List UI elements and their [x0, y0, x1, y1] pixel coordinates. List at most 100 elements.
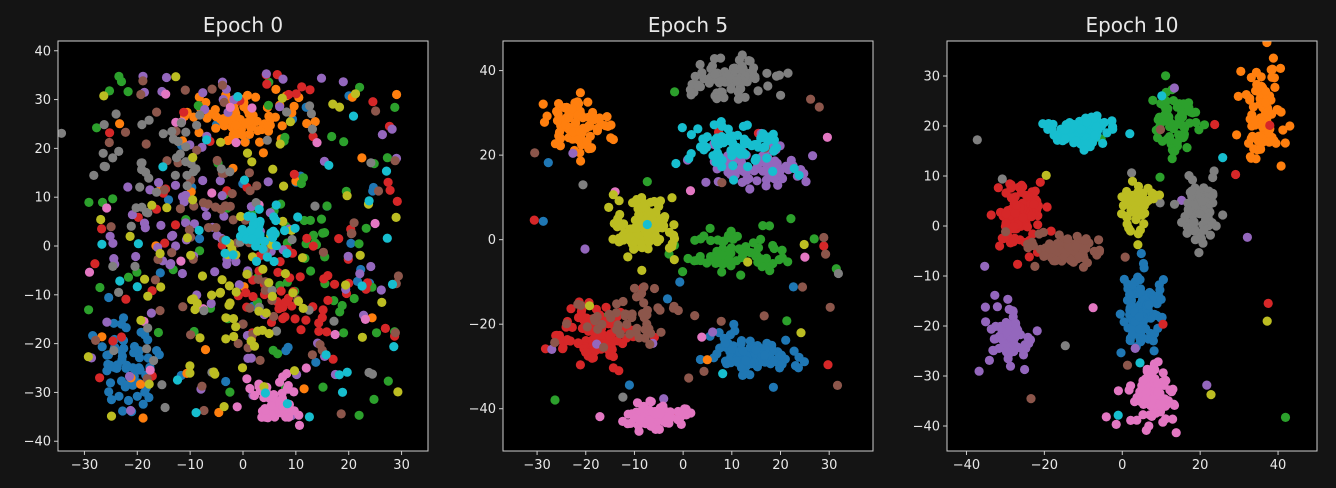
data-point-class-4 — [773, 180, 783, 190]
data-point-class-3 — [1024, 252, 1034, 262]
y-tick-label: −30 — [24, 386, 51, 401]
data-point-class-0 — [1144, 300, 1154, 310]
data-point-class-9 — [1099, 117, 1109, 128]
data-point-class-5 — [1081, 243, 1091, 254]
data-point-class-7 — [126, 221, 136, 231]
x-tick-label: −40 — [953, 458, 980, 473]
data-point-class-7 — [710, 69, 720, 79]
data-point-class-6 — [232, 402, 242, 412]
data-point-class-5 — [1048, 243, 1058, 253]
data-point-class-1 — [1280, 138, 1290, 148]
data-point-class-3 — [330, 279, 340, 289]
data-point-class-6 — [281, 412, 291, 422]
data-point-class-4 — [981, 317, 991, 327]
data-point-class-3 — [529, 215, 539, 225]
points-group — [972, 41, 1295, 438]
data-point-class-8 — [143, 291, 153, 301]
data-point-class-1 — [1261, 86, 1271, 96]
data-point-class-6 — [294, 420, 305, 430]
data-point-class-9 — [258, 244, 268, 254]
data-point-class-8 — [377, 297, 387, 307]
data-point-class-1 — [1245, 152, 1255, 162]
data-point-class-4 — [1002, 346, 1012, 356]
data-point-class-0 — [662, 294, 673, 304]
data-point-class-8 — [225, 298, 235, 308]
data-point-class-6 — [301, 363, 311, 373]
data-point-class-4 — [156, 220, 166, 230]
data-point-class-7 — [160, 402, 170, 413]
data-point-class-7 — [618, 392, 628, 402]
x-tick-label: 0 — [679, 458, 687, 473]
data-point-class-0 — [788, 282, 799, 292]
data-point-class-6 — [275, 377, 285, 387]
data-point-class-5 — [806, 94, 816, 104]
data-point-class-9 — [686, 130, 697, 140]
data-point-class-5 — [373, 186, 384, 196]
data-point-class-1 — [538, 99, 548, 109]
data-point-class-3 — [1013, 259, 1023, 269]
data-point-class-6 — [245, 383, 255, 394]
data-point-class-0 — [105, 378, 116, 388]
data-point-class-6 — [1088, 303, 1098, 313]
data-point-class-2 — [123, 272, 134, 282]
y-tick-label: −40 — [913, 420, 940, 435]
data-point-class-7 — [192, 120, 202, 130]
data-point-class-9 — [1082, 117, 1092, 127]
data-point-class-2 — [1148, 95, 1158, 105]
data-point-class-2 — [699, 231, 709, 241]
data-point-class-4 — [980, 302, 991, 312]
data-point-class-5 — [203, 223, 214, 233]
data-point-class-7 — [771, 71, 782, 81]
data-point-class-4 — [131, 251, 141, 262]
data-point-class-5 — [307, 350, 317, 360]
data-point-class-7 — [108, 261, 118, 271]
data-point-class-5 — [639, 282, 649, 292]
data-point-class-7 — [783, 68, 793, 78]
data-point-class-4 — [234, 280, 244, 290]
data-point-class-2 — [306, 266, 316, 276]
data-point-class-6 — [1168, 384, 1178, 394]
data-point-class-6 — [261, 412, 271, 422]
data-point-class-3 — [248, 292, 258, 302]
data-point-class-6 — [1153, 357, 1163, 367]
data-point-class-8 — [334, 102, 345, 112]
data-point-class-2 — [1182, 143, 1192, 153]
data-point-class-5 — [349, 218, 359, 228]
data-point-class-3 — [368, 97, 378, 107]
data-point-class-3 — [1009, 222, 1019, 232]
data-point-class-4 — [127, 210, 137, 220]
data-point-class-2 — [678, 267, 688, 277]
data-point-class-2 — [690, 235, 700, 245]
data-point-class-8 — [604, 202, 614, 212]
axes-frame — [502, 40, 874, 452]
data-point-class-5 — [347, 228, 357, 238]
data-point-class-8 — [156, 282, 166, 292]
data-point-class-5 — [684, 373, 694, 383]
data-point-class-0 — [221, 376, 231, 387]
data-point-class-3 — [121, 294, 131, 304]
data-point-class-6 — [1141, 425, 1151, 435]
data-point-class-3 — [392, 196, 402, 206]
data-point-class-8 — [1137, 210, 1147, 220]
y-tick-label: 20 — [34, 142, 51, 157]
data-point-class-8 — [1206, 390, 1216, 400]
data-point-class-3 — [291, 89, 301, 99]
x-tick-label: 30 — [393, 458, 410, 473]
data-point-class-9 — [357, 281, 367, 291]
data-point-class-8 — [280, 269, 290, 279]
data-point-class-3 — [95, 373, 105, 383]
data-point-class-3 — [1263, 298, 1273, 308]
data-point-class-0 — [738, 346, 748, 356]
y-tick-label: 20 — [479, 149, 496, 164]
data-point-class-0 — [194, 234, 205, 244]
data-point-class-8 — [350, 89, 361, 99]
data-point-class-7 — [144, 173, 154, 183]
data-point-class-7 — [1208, 190, 1218, 200]
data-point-class-5 — [255, 355, 265, 365]
data-point-class-9 — [742, 120, 752, 130]
data-point-class-1 — [211, 123, 221, 133]
data-point-class-8 — [185, 368, 195, 378]
data-point-class-9 — [220, 248, 230, 258]
data-point-class-5 — [393, 271, 403, 281]
